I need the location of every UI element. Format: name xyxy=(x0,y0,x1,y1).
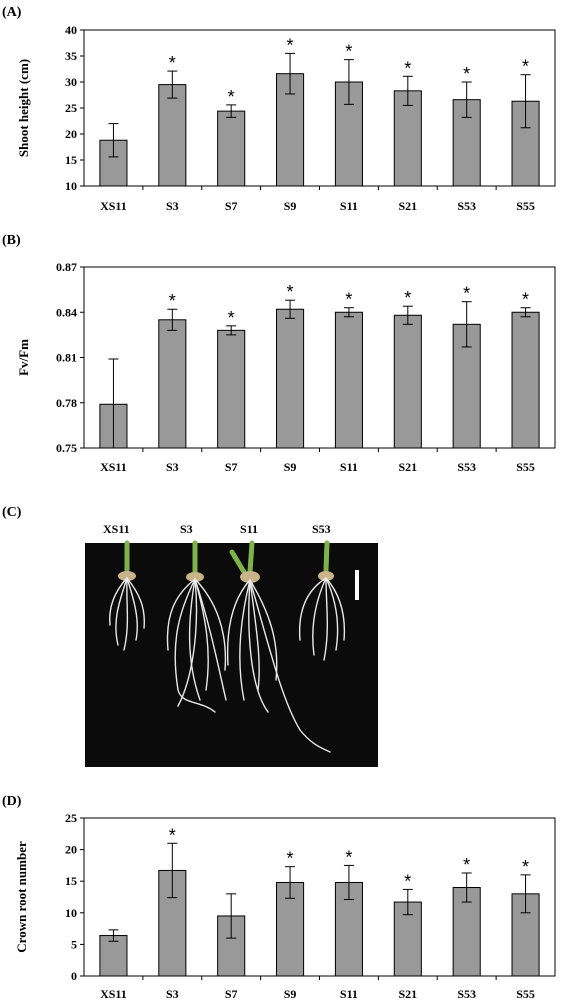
panel-label-d: (D) xyxy=(2,794,22,809)
bar xyxy=(158,319,187,449)
y-tick-label: 15 xyxy=(65,153,77,167)
y-axis-label: Fv/Fm xyxy=(16,339,31,376)
panel-label-b: (B) xyxy=(2,233,21,248)
x-tick-label: S7 xyxy=(225,199,238,213)
significance-star: * xyxy=(169,825,176,845)
y-tick-label: 35 xyxy=(65,49,77,63)
bar xyxy=(393,314,422,449)
root-photo-panel: XS11 S3 S11 S53 xyxy=(85,522,378,767)
significance-star: * xyxy=(169,53,176,73)
significance-star: * xyxy=(522,290,529,310)
significance-star: * xyxy=(287,282,294,302)
x-tick-label: S3 xyxy=(166,199,179,213)
x-tick-label: XS11 xyxy=(100,199,127,213)
bar xyxy=(158,84,187,187)
significance-star: * xyxy=(463,855,470,875)
y-tick-label: 5 xyxy=(71,937,77,951)
x-tick-label: S9 xyxy=(284,987,297,1000)
x-tick-label: S3 xyxy=(166,987,179,1000)
shoot-stems xyxy=(124,540,330,575)
significance-star: * xyxy=(463,284,470,304)
x-tick-label: S53 xyxy=(457,460,476,474)
x-tick-label: S11 xyxy=(340,460,358,474)
y-tick-label: 20 xyxy=(65,843,77,857)
plot-frame xyxy=(83,29,556,187)
y-tick-label: 0.75 xyxy=(56,441,77,455)
x-tick-label: S21 xyxy=(398,460,417,474)
x-tick-label: S53 xyxy=(457,199,476,213)
shoot-height-chart: 10 15 20 25 30 35 40 Shoot height (cm) XS11 S3 * S7… xyxy=(16,23,556,213)
plot-frame xyxy=(83,266,556,449)
x-tick-label: S9 xyxy=(284,199,297,213)
significance-star: * xyxy=(345,290,352,310)
x-tick-label: XS11 xyxy=(100,987,127,1000)
significance-star: * xyxy=(404,288,411,308)
y-tick-label: 20 xyxy=(65,127,77,141)
photo-label-xs11: XS11 xyxy=(103,522,130,536)
y-tick-label: 0.84 xyxy=(56,305,77,319)
x-tick-label: S7 xyxy=(225,460,238,474)
roots xyxy=(109,577,346,753)
x-tick-label: XS11 xyxy=(100,460,127,474)
x-tick-label: S53 xyxy=(457,987,476,1000)
x-tick-label: S11 xyxy=(340,199,358,213)
root-crowns xyxy=(118,571,334,583)
significance-star: * xyxy=(345,847,352,867)
x-tick-label: S3 xyxy=(166,460,179,474)
significance-star: * xyxy=(522,57,529,77)
crown-root-chart: 0 5 10 15 20 25 Crown root number XS11 S3 * S7 S9 * S… xyxy=(14,811,556,1000)
significance-star: * xyxy=(228,87,235,107)
panel-label-c: (C) xyxy=(2,505,22,520)
significance-star: * xyxy=(404,871,411,891)
y-tick-label: 25 xyxy=(65,101,77,115)
photo-label-s53: S53 xyxy=(312,522,331,536)
significance-star: * xyxy=(345,42,352,62)
plot-frame xyxy=(83,817,556,977)
bar xyxy=(276,308,305,449)
y-tick-label: 0.78 xyxy=(56,396,77,410)
significance-star: * xyxy=(404,58,411,78)
bar xyxy=(217,329,246,449)
y-tick-label: 0.81 xyxy=(56,351,77,365)
significance-star: * xyxy=(169,291,176,311)
x-tick-label: S55 xyxy=(516,199,535,213)
fv-fm-chart: 0.75 0.78 0.81 0.84 0.87 Fv/Fm XS11 S3 * S7 * S9 * S1… xyxy=(16,260,556,474)
bar xyxy=(393,90,422,187)
y-tick-label: 0 xyxy=(71,969,77,983)
y-tick-label: 25 xyxy=(65,811,77,825)
x-tick-label: S21 xyxy=(398,199,417,213)
significance-star: * xyxy=(522,857,529,877)
y-tick-label: 15 xyxy=(65,874,77,888)
significance-star: * xyxy=(228,308,235,328)
significance-star: * xyxy=(287,849,294,869)
significance-star: * xyxy=(463,64,470,84)
bar xyxy=(511,311,540,449)
scale-bar xyxy=(355,570,359,600)
x-tick-label: S9 xyxy=(284,460,297,474)
significance-star: * xyxy=(287,35,294,55)
bar xyxy=(217,110,246,187)
x-tick-label: S55 xyxy=(516,987,535,1000)
y-axis-label: Shoot height (cm) xyxy=(16,59,31,157)
photo-label-s11: S11 xyxy=(240,522,258,536)
y-tick-label: 40 xyxy=(65,23,77,37)
x-tick-label: S55 xyxy=(516,460,535,474)
panel-label-a: (A) xyxy=(2,5,22,20)
y-tick-label: 0.87 xyxy=(56,260,77,274)
x-tick-label: S11 xyxy=(340,987,358,1000)
y-tick-label: 10 xyxy=(65,906,77,920)
x-tick-label: S7 xyxy=(225,987,238,1000)
bar xyxy=(334,311,363,449)
y-tick-label: 10 xyxy=(65,179,77,193)
y-tick-label: 30 xyxy=(65,75,77,89)
x-tick-label: S21 xyxy=(398,987,417,1000)
y-axis-label: Crown root number xyxy=(14,841,29,953)
photo-label-s3: S3 xyxy=(180,522,193,536)
